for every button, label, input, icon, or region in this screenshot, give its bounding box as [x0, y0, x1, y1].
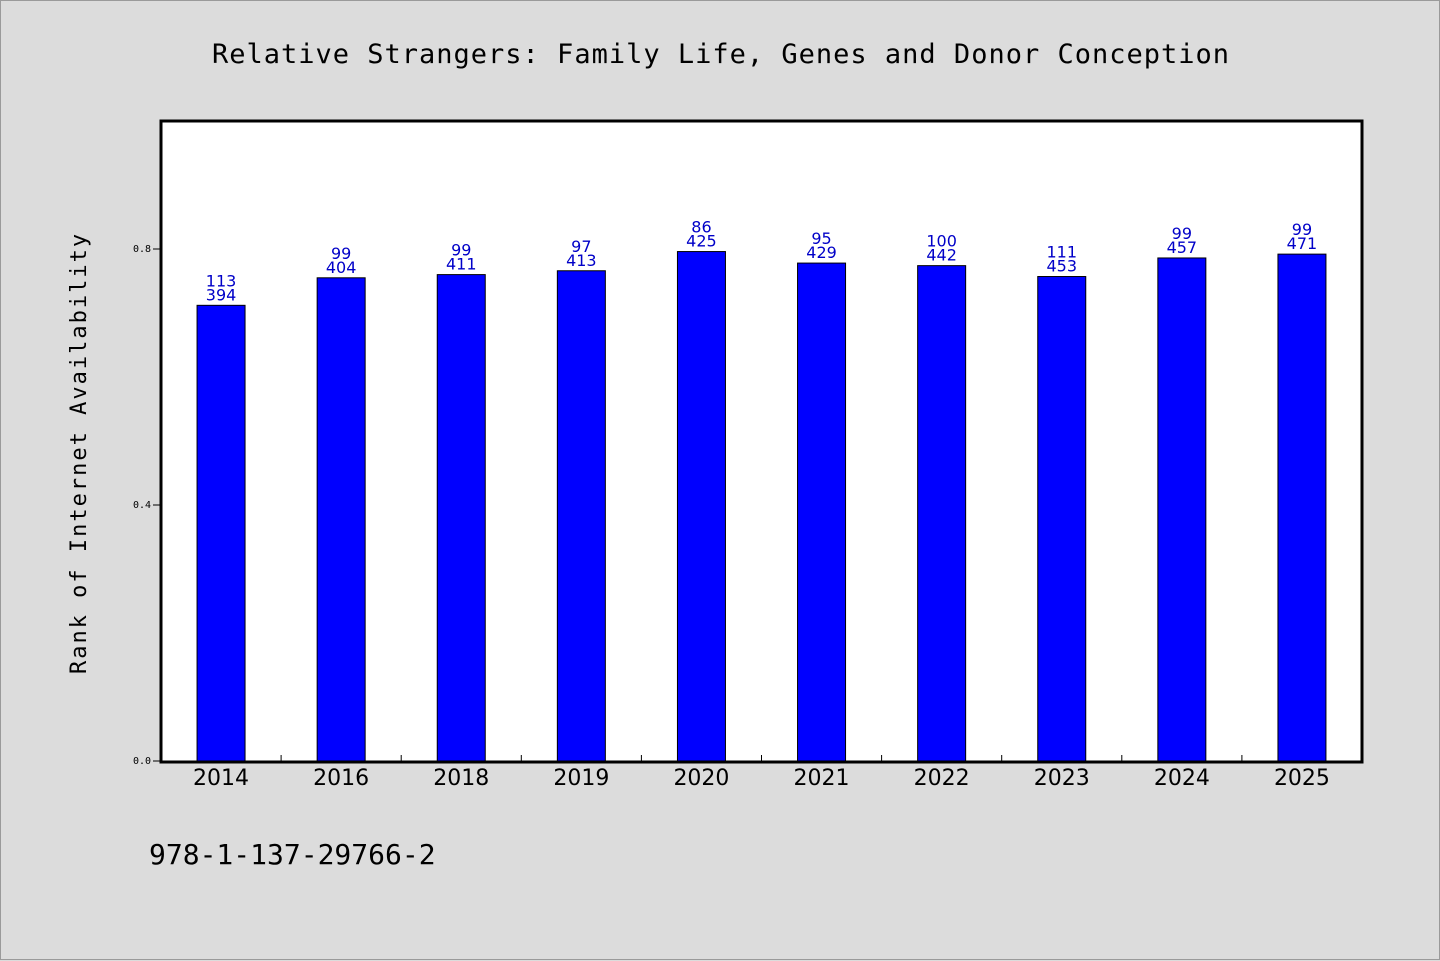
x-tick-label: 2022 [914, 766, 970, 791]
y-tick-label: 0.4 [133, 500, 151, 511]
bar-label-bottom: 404 [326, 258, 357, 277]
bar-label-top: 99 [1172, 224, 1192, 243]
bar-label-bottom: 425 [686, 232, 717, 251]
y-tick-label: 0.8 [133, 244, 151, 255]
bar-label-top: 99 [1292, 220, 1312, 239]
x-tick-label: 2023 [1034, 766, 1090, 791]
bar-label-top: 86 [691, 218, 711, 237]
bar [917, 265, 967, 762]
x-tick-label: 2014 [193, 766, 249, 791]
x-tick-label: 2021 [794, 766, 850, 791]
bar-label-top: 113 [206, 271, 237, 290]
y-ticks: 0.0 0.4 0.8 [133, 244, 161, 767]
bar-label-bottom: 413 [566, 251, 597, 270]
bar-label-top: 95 [811, 229, 831, 248]
bar-label-top: 97 [571, 237, 591, 256]
bar-label-top: 99 [331, 244, 351, 263]
x-tick-label: 2019 [553, 766, 609, 791]
chart-title: Relative Strangers: Family Life, Genes a… [212, 39, 1230, 70]
x-ticks: 2014 2016 2018 2019 2020 2021 2022 2023 2024 2025 [193, 755, 1330, 791]
isbn-text: 978-1-137-29766-2 [149, 838, 436, 871]
bar [556, 270, 606, 762]
y-axis-label: Rank of Internet Availability [67, 232, 92, 674]
bar-label-bottom: 453 [1046, 257, 1077, 276]
bar [436, 274, 486, 762]
bar-label-top: 99 [451, 241, 471, 260]
bar [196, 304, 246, 762]
x-tick-label: 2020 [673, 766, 729, 791]
bar-label-bottom: 471 [1287, 234, 1318, 253]
bar-label-top: 100 [926, 232, 957, 251]
x-tick-label: 2018 [433, 766, 489, 791]
bar [316, 277, 366, 762]
bar-label-top: 111 [1046, 243, 1077, 262]
x-tick-label: 2024 [1154, 766, 1210, 791]
bar [676, 251, 726, 762]
bar-label-bottom: 429 [806, 243, 837, 262]
bar-label-bottom: 411 [446, 255, 477, 274]
bars [196, 251, 1327, 762]
bar-label-bottom: 442 [926, 246, 957, 265]
bar [797, 262, 847, 762]
bar-label-bottom: 394 [206, 285, 237, 304]
bar-label-bottom: 457 [1167, 238, 1198, 257]
x-tick-label: 2025 [1274, 766, 1330, 791]
y-tick-label: 0.0 [133, 756, 151, 767]
x-tick-label: 2016 [313, 766, 369, 791]
bar [1037, 276, 1087, 762]
bar [1157, 257, 1207, 762]
bar [1277, 253, 1327, 762]
